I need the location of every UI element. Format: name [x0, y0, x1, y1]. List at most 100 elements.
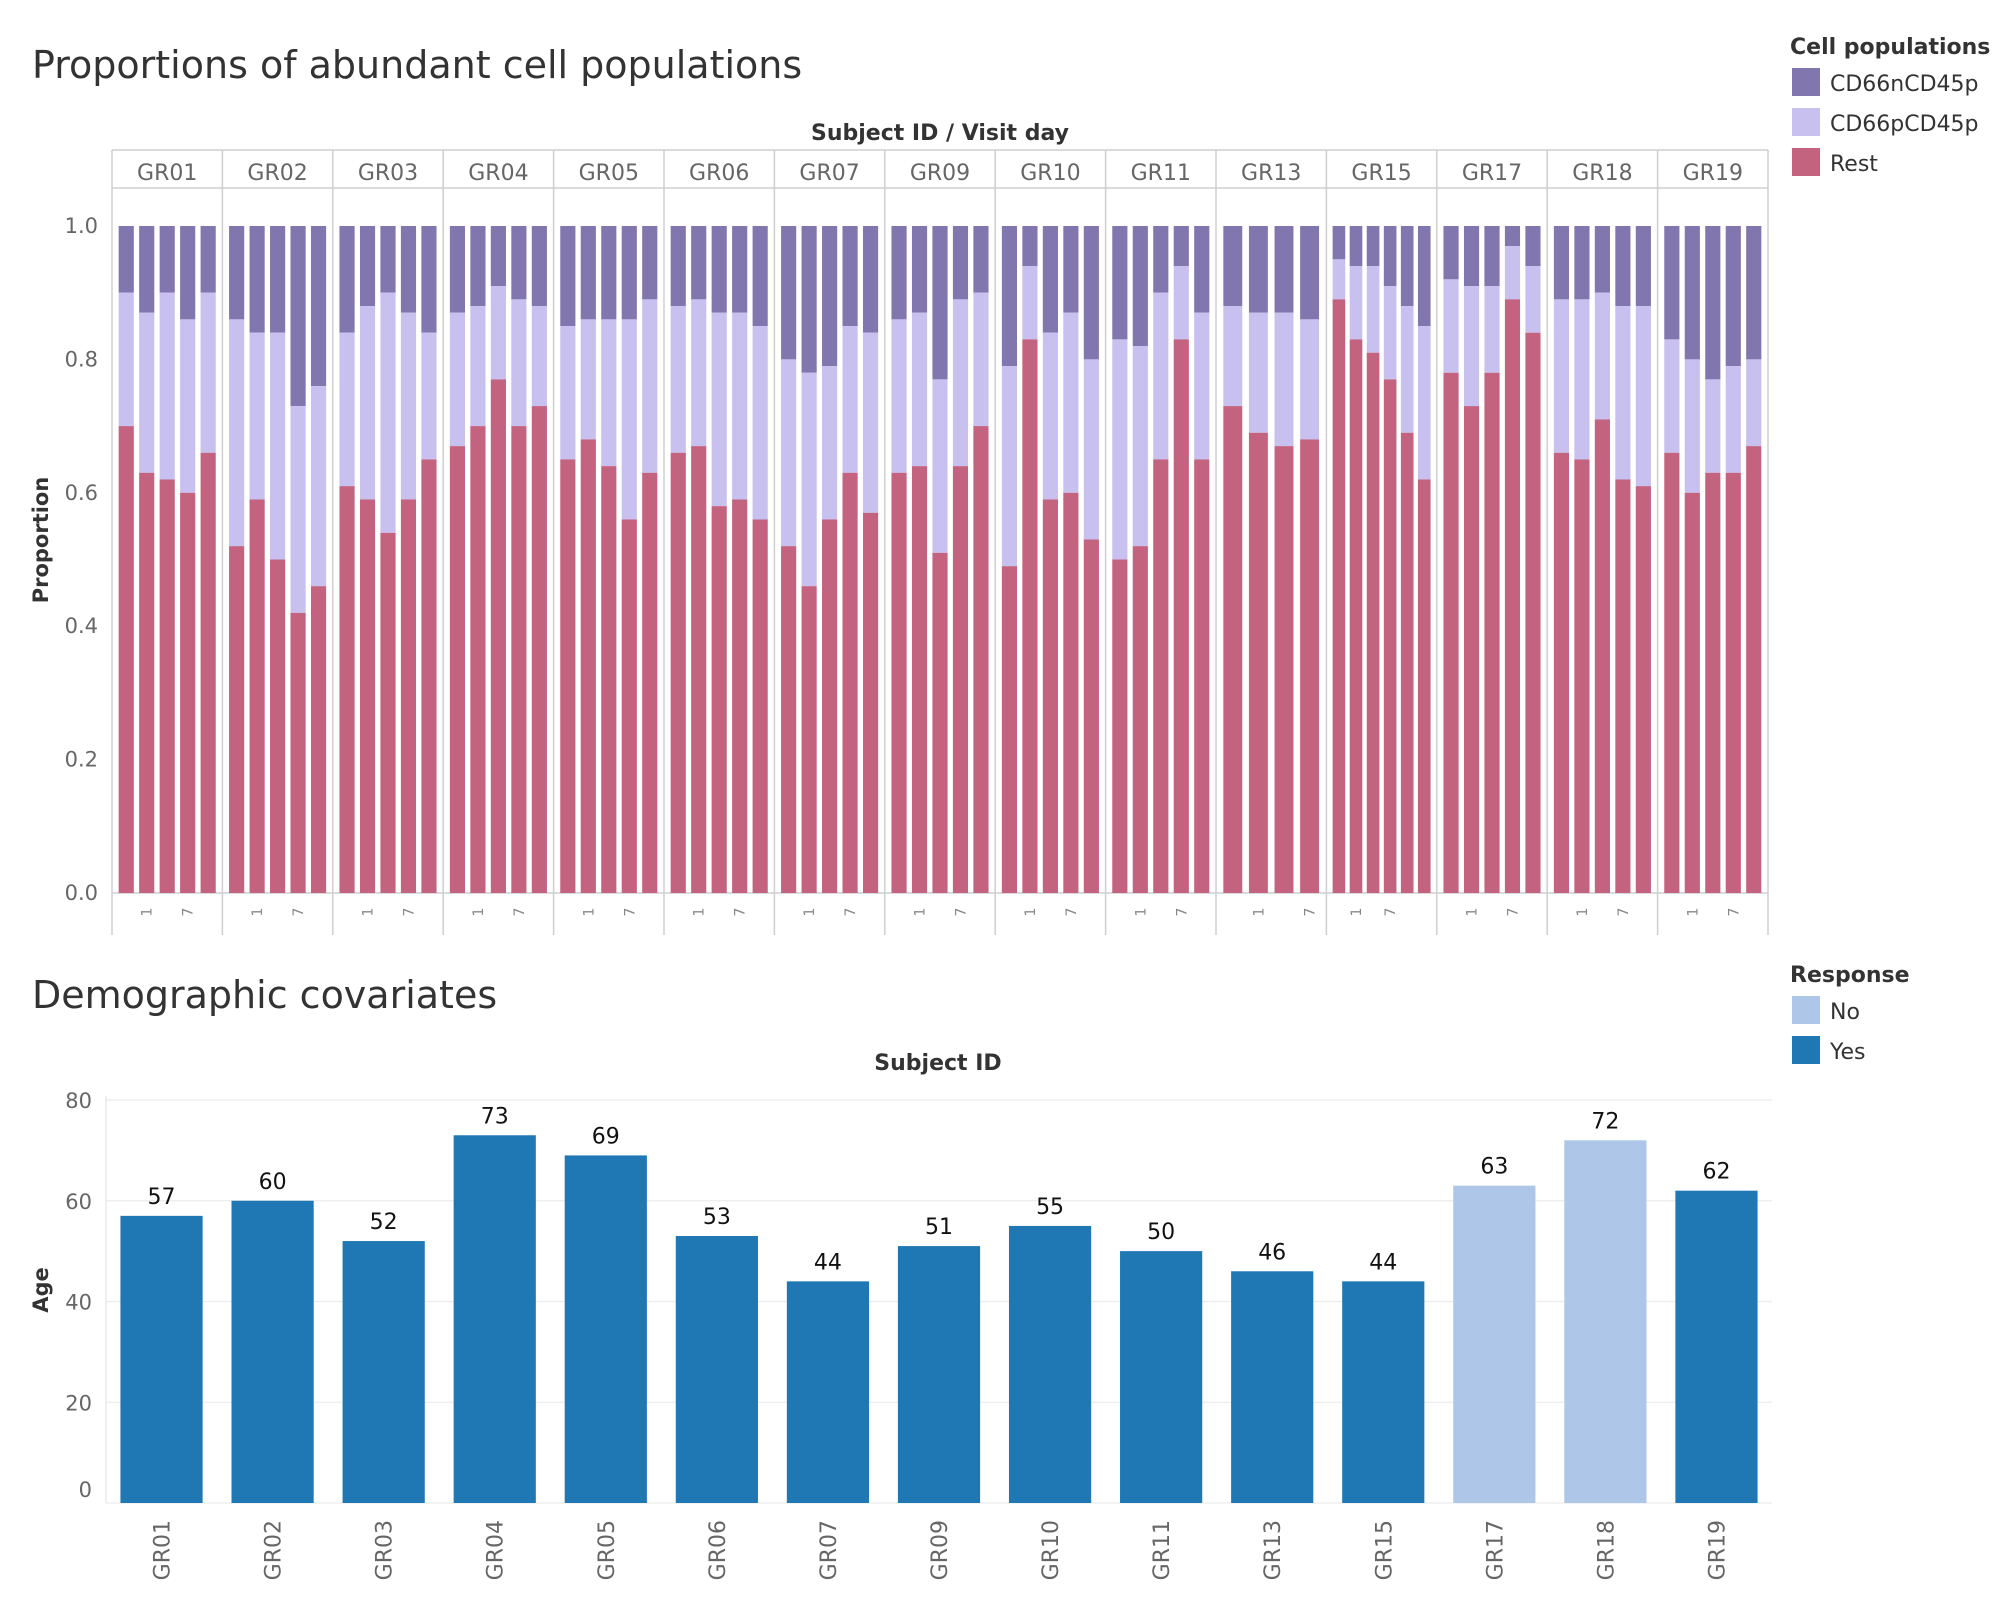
bar-segment-cd66pcd45p: [139, 312, 155, 473]
bar-segment-cd66pcd45p: [1417, 326, 1431, 480]
bar-segment-rest: [822, 519, 838, 893]
bar-segment-cd66ncd45p: [229, 226, 245, 320]
bar-segment-rest: [400, 499, 417, 893]
bar-segment-rest: [421, 459, 437, 893]
visit-day-label: 7: [1064, 908, 1080, 917]
data-label: 73: [481, 1104, 509, 1129]
bar-segment-cd66pcd45p: [932, 379, 948, 553]
bar-segment-cd66pcd45p: [952, 299, 969, 467]
visit-day-label: 7: [1726, 908, 1742, 917]
visit-day-label: 7: [291, 908, 307, 917]
visit-day-label: 7: [1303, 908, 1319, 917]
subject-label: GR17: [1462, 161, 1522, 186]
data-label: 52: [370, 1210, 398, 1235]
bar-segment-cd66ncd45p: [290, 226, 306, 407]
bar-segment-cd66pcd45p: [339, 332, 355, 487]
visit-day-label: 1: [1133, 908, 1149, 917]
x-tick-label: GR05: [595, 1520, 620, 1580]
bar-segment-cd66pcd45p: [290, 406, 306, 613]
bar-segment-cd66pcd45p: [380, 292, 396, 533]
age-bar: [231, 1200, 314, 1503]
y-tick-label: 0.2: [65, 748, 98, 772]
bar-segment-rest: [1594, 419, 1610, 893]
visit-day-label: 1: [1251, 908, 1267, 917]
bar-segment-rest: [1349, 339, 1363, 893]
bar-segment-rest: [1484, 372, 1500, 893]
bar-segment-cd66pcd45p: [801, 372, 817, 587]
visit-day-label: 1: [140, 908, 156, 917]
subject-label: GR02: [247, 161, 307, 186]
data-label: 60: [259, 1170, 287, 1195]
bar-segment-cd66ncd45p: [339, 226, 355, 333]
bar-segment-rest: [601, 466, 617, 893]
visit-day-label: 1: [471, 908, 487, 917]
bar-segment-rest: [1684, 492, 1700, 893]
bar-segment-cd66ncd45p: [621, 226, 637, 320]
bar-segment-cd66pcd45p: [200, 292, 216, 453]
bar-segment-cd66ncd45p: [642, 226, 658, 300]
y-tick-label: 1.0: [65, 214, 98, 238]
bar-segment-cd66pcd45p: [732, 312, 748, 500]
bar-segment-cd66ncd45p: [1443, 226, 1459, 280]
visit-day-label: 1: [1465, 908, 1481, 917]
subject-label: GR13: [1241, 161, 1301, 186]
visit-day-label: 1: [250, 908, 266, 917]
bar-segment-cd66ncd45p: [1553, 226, 1570, 300]
visit-day-label: 1: [581, 908, 597, 917]
bar-segment-cd66pcd45p: [1153, 292, 1169, 460]
bar-segment-cd66pcd45p: [891, 319, 907, 473]
bar-segment-cd66pcd45p: [229, 319, 245, 547]
age-bar: [1008, 1225, 1092, 1503]
column-header: Subject ID / Visit day: [811, 121, 1069, 146]
bar-segment-cd66ncd45p: [952, 226, 969, 300]
x-tick-label: GR15: [1372, 1520, 1397, 1580]
bar-segment-cd66pcd45p: [249, 332, 265, 500]
bar-segment-cd66ncd45p: [911, 226, 928, 313]
visit-day-label: 1: [1685, 908, 1701, 917]
bar-segment-rest: [1635, 486, 1651, 893]
bar-segment-cd66ncd45p: [270, 226, 286, 333]
x-tick-label: GR10: [1039, 1520, 1064, 1580]
bar-segment-cd66ncd45p: [862, 226, 879, 333]
bar-segment-cd66ncd45p: [1504, 226, 1521, 247]
bar-segment-cd66ncd45p: [1594, 226, 1610, 293]
bar-segment-cd66pcd45p: [1615, 306, 1631, 480]
subject-label: GR15: [1351, 161, 1411, 186]
bar-segment-rest: [1248, 432, 1268, 893]
bar-segment-rest: [1366, 352, 1380, 894]
bar-segment-cd66ncd45p: [1022, 226, 1038, 267]
age-bar: [1675, 1190, 1758, 1503]
bar-segment-cd66pcd45p: [1366, 266, 1380, 353]
y-tick-label: 0.4: [65, 614, 98, 638]
data-label: 72: [1591, 1109, 1619, 1134]
bar-segment-cd66ncd45p: [1083, 226, 1099, 360]
bar-segment-cd66ncd45p: [1366, 226, 1380, 267]
bar-segment-cd66pcd45p: [1194, 312, 1210, 460]
bar-segment-cd66pcd45p: [1001, 366, 1018, 567]
bar-segment-rest: [752, 519, 768, 893]
data-label: 44: [1369, 1250, 1397, 1275]
bar-segment-rest: [1746, 446, 1762, 893]
bar-segment-rest: [1383, 379, 1397, 893]
bar-segment-cd66ncd45p: [1063, 226, 1079, 313]
bar-segment-rest: [159, 479, 175, 893]
bar-segment-cd66pcd45p: [621, 319, 637, 520]
bar-segment-cd66ncd45p: [1635, 226, 1651, 307]
x-tick-label: GR11: [1150, 1520, 1175, 1580]
bar-segment-rest: [1705, 472, 1721, 893]
bar-segment-rest: [670, 452, 686, 893]
bar-segment-rest: [1001, 566, 1018, 893]
bar-segment-rest: [1223, 406, 1243, 893]
bar-segment-cd66ncd45p: [531, 226, 547, 307]
bar-segment-cd66ncd45p: [781, 226, 797, 360]
legend-swatch: [1792, 1036, 1820, 1064]
y-axis-title: Age: [29, 1267, 53, 1313]
bar-segment-cd66ncd45p: [1383, 226, 1397, 287]
bar-segment-cd66pcd45p: [752, 326, 768, 520]
bar-segment-rest: [1132, 546, 1148, 893]
x-tick-label: GR18: [1594, 1520, 1619, 1580]
bar-segment-cd66ncd45p: [891, 226, 907, 320]
age-bar: [786, 1281, 870, 1503]
bar-segment-rest: [270, 559, 286, 893]
bar-segment-rest: [139, 472, 155, 893]
